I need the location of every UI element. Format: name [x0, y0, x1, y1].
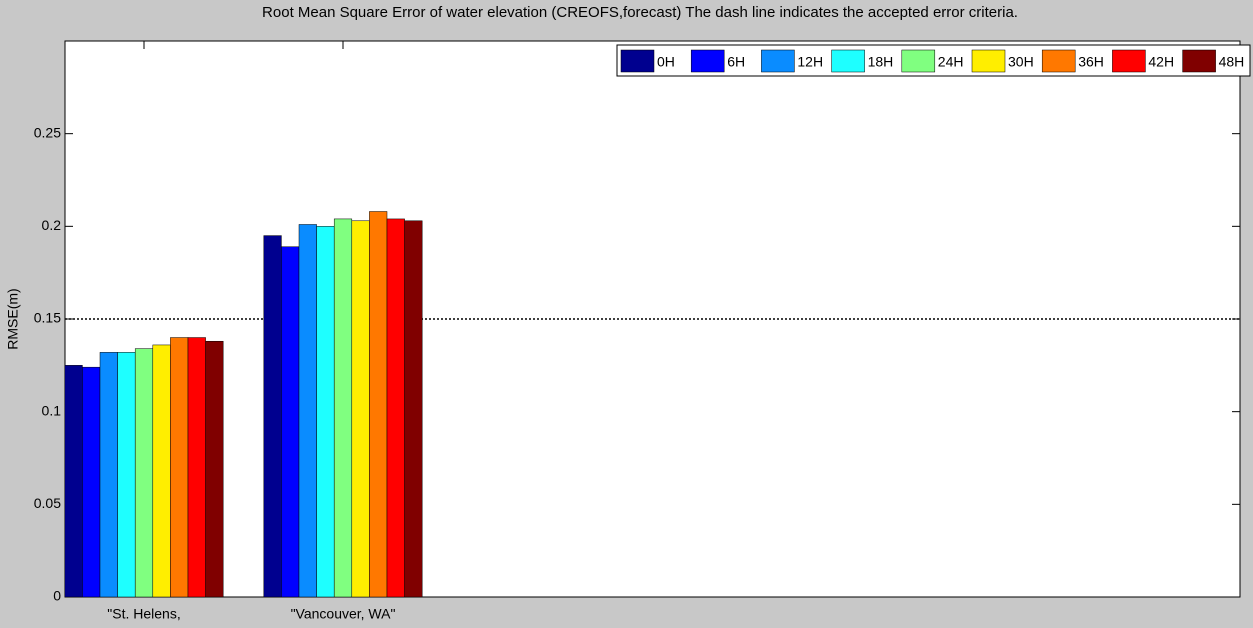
legend-label: 18H: [868, 54, 894, 70]
bar: [134, 348, 154, 598]
legend-swatch: [690, 49, 725, 73]
y-axis-label: RMSE(m): [5, 288, 21, 349]
bar: [333, 218, 353, 598]
legend-label: 0H: [657, 54, 675, 70]
y-tick-label: 0.1: [42, 402, 62, 418]
x-tick-label: "St. Helens,: [107, 606, 180, 622]
bar: [82, 366, 101, 598]
legend-label: 24H: [938, 54, 964, 70]
bar: [316, 226, 335, 598]
bar: [351, 220, 370, 598]
legend-label: 48H: [1219, 54, 1245, 70]
legend-label: 6H: [727, 54, 745, 70]
bar: [64, 365, 83, 598]
y-tick-label: 0.05: [34, 495, 61, 511]
bar: [99, 352, 118, 598]
legend-swatch: [971, 49, 1006, 73]
legend-label: 30H: [1008, 54, 1034, 70]
legend-label: 12H: [797, 54, 823, 70]
bar: [263, 235, 282, 598]
bar: [152, 344, 171, 598]
bar: [117, 352, 136, 598]
x-tick-label: "Vancouver, WA": [291, 606, 396, 622]
legend-label: 42H: [1148, 54, 1174, 70]
y-tick-label: 0: [53, 588, 61, 604]
bar: [187, 337, 206, 598]
legend-swatch: [1182, 49, 1216, 73]
bar: [205, 340, 224, 598]
bar: [281, 246, 300, 598]
y-tick-label: 0.25: [34, 124, 61, 140]
legend-swatch: [901, 49, 936, 73]
bar: [170, 337, 189, 598]
y-tick-label: 0.15: [34, 310, 61, 326]
legend-swatch: [620, 49, 655, 73]
bar: [386, 218, 405, 598]
legend-swatch: [761, 49, 795, 73]
plot-area: [64, 40, 1241, 598]
bar: [298, 224, 317, 598]
legend-label: 36H: [1078, 54, 1104, 70]
chart-title: Root Mean Square Error of water elevatio…: [262, 4, 1018, 21]
y-tick-label: 0.2: [42, 217, 62, 233]
legend-swatch: [1041, 49, 1076, 73]
legend-swatch: [1112, 49, 1146, 73]
bar: [369, 211, 388, 598]
legend-swatch: [831, 49, 865, 73]
bar: [404, 220, 423, 598]
